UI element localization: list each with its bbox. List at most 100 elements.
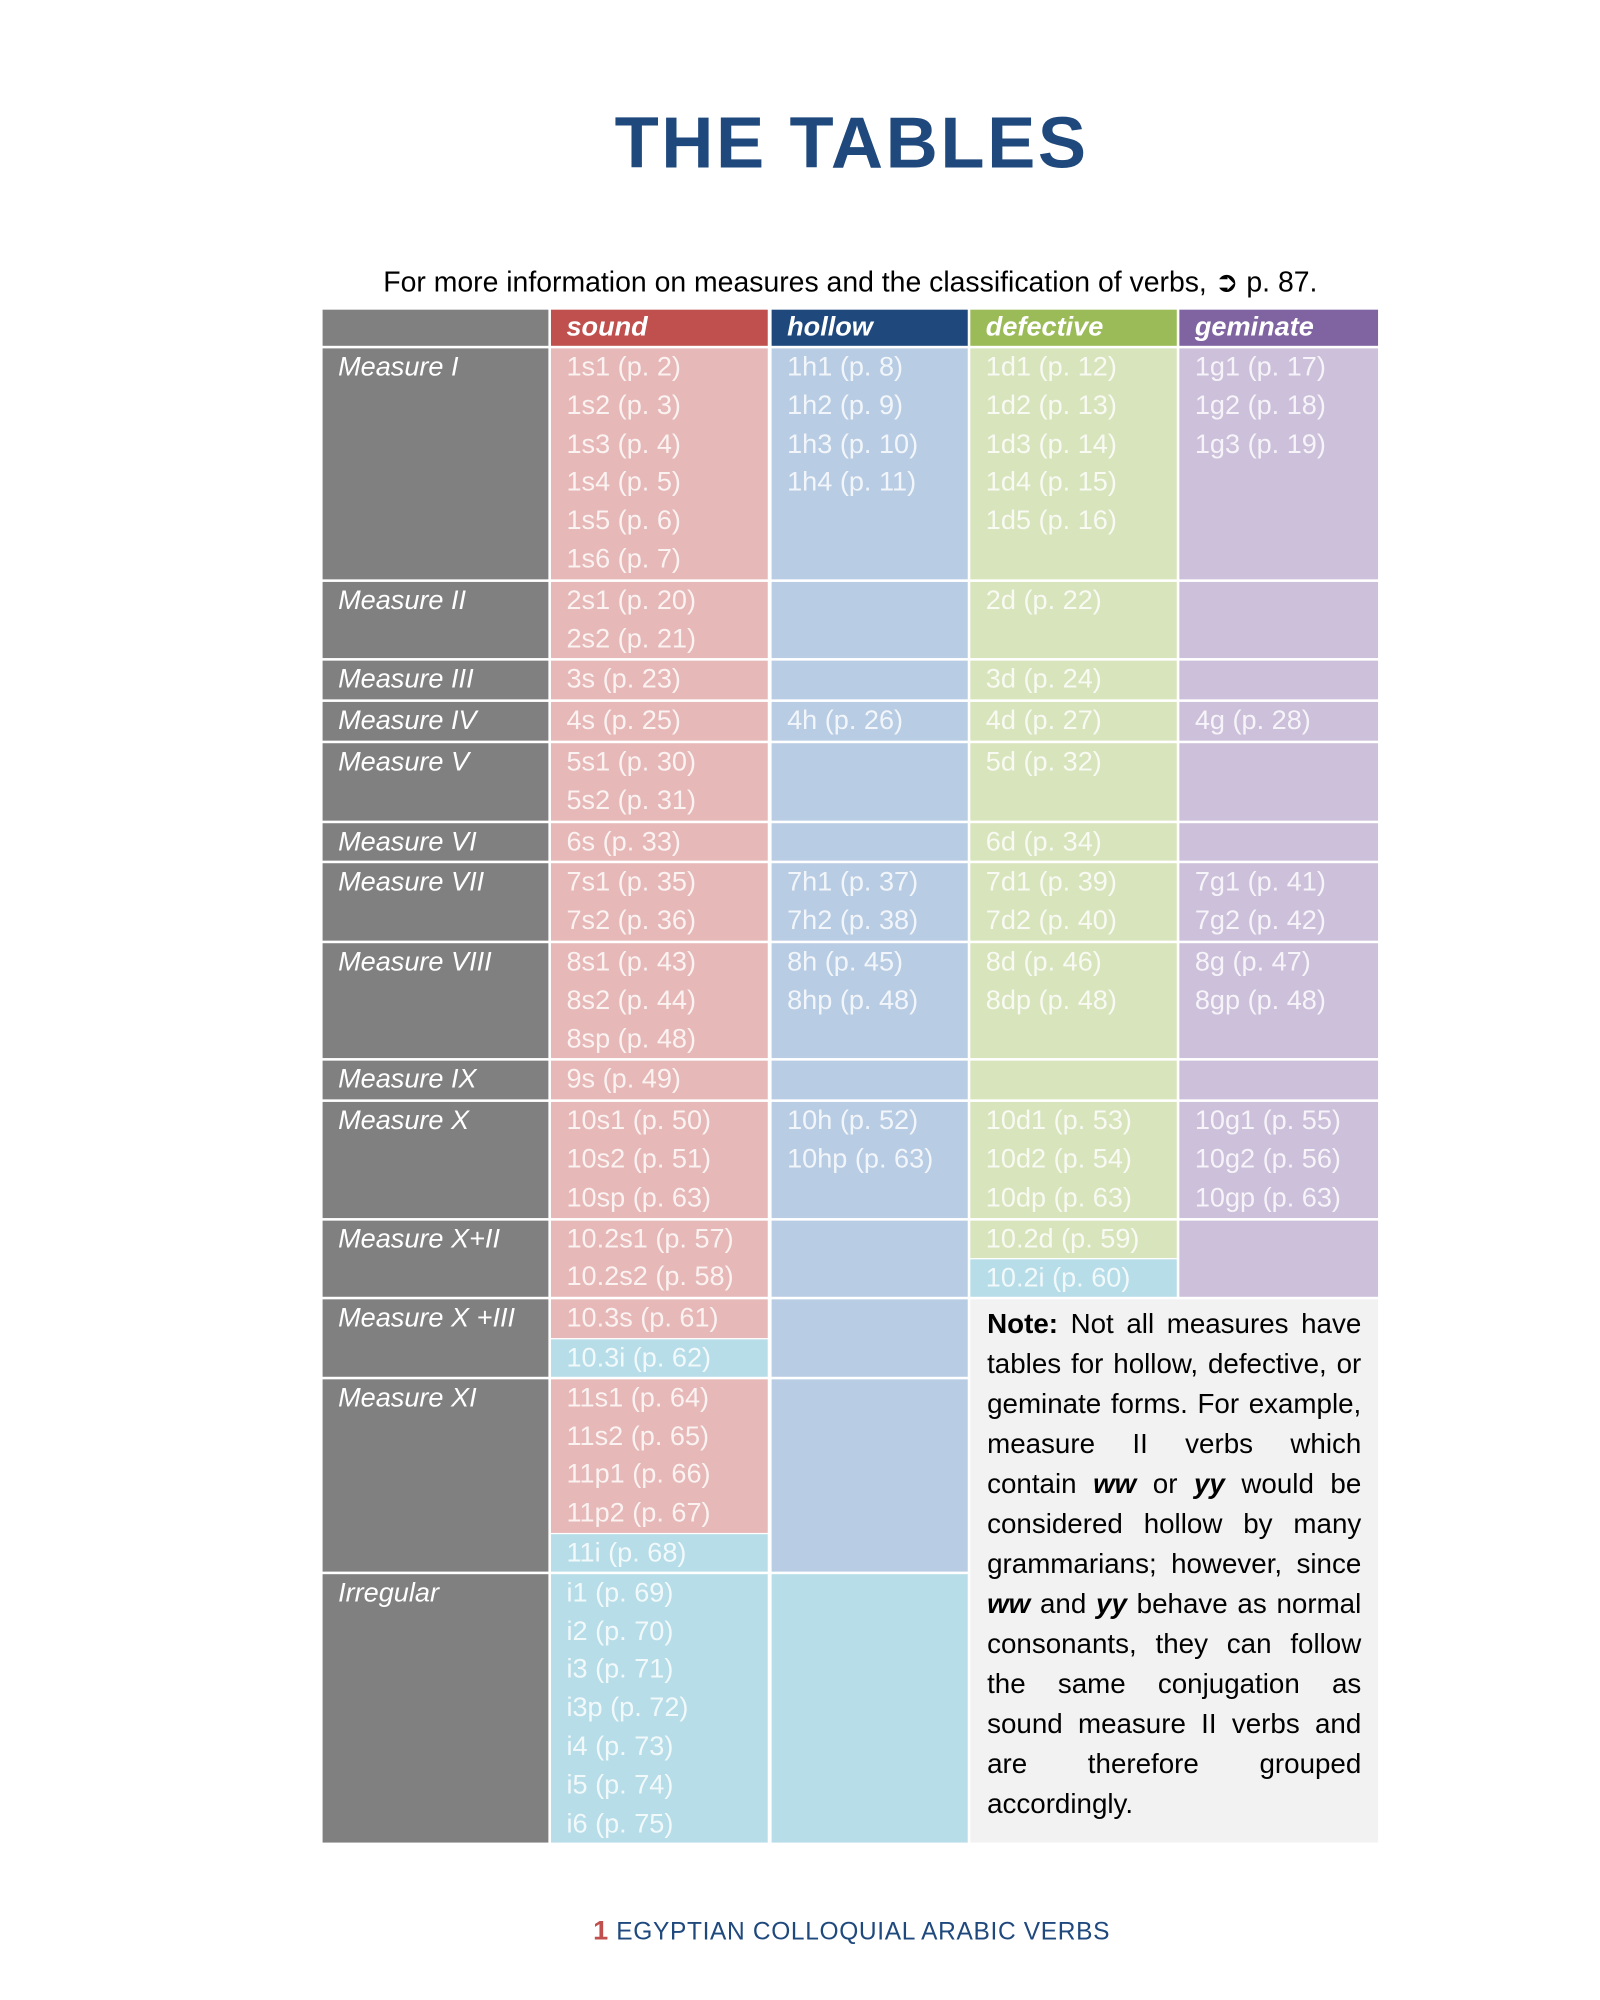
table-cell: 10h (p. 52) 10hp (p. 63) — [771, 1102, 968, 1218]
cell-entry: 1d3 (p. 14) — [985, 429, 1117, 459]
table-cell: 1s1 (p. 2) 1s2 (p. 3) 1s3 (p. 4) 1s4 (p. 5)… — [550, 348, 768, 580]
cell-entry: i3p (p. 72) — [566, 1693, 689, 1723]
intro-text: For more information on measures and the… — [383, 265, 1318, 299]
cell-entry: 6s (p. 33) — [566, 826, 681, 857]
row-label-text: Measure VI — [338, 826, 477, 857]
footer: 1 EGYPTIAN COLLOQUIAL ARABIC VERBS — [0, 1916, 1600, 1947]
row-label: Measure VIII — [322, 943, 549, 1059]
cell-entry: 1s4 (p. 5) — [566, 467, 681, 498]
table-cell: 10.3i (p. 62) — [550, 1339, 768, 1377]
cell-entry: 10d1 (p. 53) — [985, 1106, 1132, 1136]
cell-entry: 3d (p. 24) — [985, 665, 1102, 695]
cell-entry: 7s1 (p. 35) — [566, 867, 696, 898]
cell-entry: 10sp (p. 63) — [566, 1182, 712, 1213]
cell-entry: 10hp (p. 63) — [787, 1144, 934, 1175]
table-cell: 10d1 (p. 53) 10d2 (p. 54) 10dp (p. 63) — [970, 1102, 1177, 1218]
cell-entry: 10g2 (p. 56) — [1194, 1144, 1341, 1175]
cell-entry: 5d (p. 32) — [985, 747, 1102, 777]
cell-entry: 1s6 (p. 7) — [566, 544, 681, 575]
row-label-text: Measure XI — [338, 1382, 477, 1413]
cell-entry: 1g1 (p. 17) — [1194, 352, 1326, 382]
row-label-text: Measure I — [338, 352, 459, 382]
note-text: Not all measures have tables for hollow,… — [987, 1308, 1362, 1500]
row-label: Measure III — [322, 661, 549, 700]
table-cell: 7g1 (p. 41) 7g2 (p. 42) — [1179, 863, 1379, 941]
row-label: Measure IX — [322, 1061, 549, 1100]
cell-entry: 10dp (p. 63) — [985, 1182, 1132, 1213]
cell-entry: 1d2 (p. 13) — [985, 390, 1117, 421]
table-cell — [771, 1379, 968, 1572]
table-cell: 7s1 (p. 35) 7s2 (p. 36) — [550, 863, 768, 941]
cell-entry: 10h (p. 52) — [787, 1106, 919, 1136]
row-label: Measure X +III — [322, 1299, 549, 1377]
cell-entry: 10.2s2 (p. 58) — [566, 1262, 734, 1293]
cell-entry: 7d1 (p. 39) — [985, 867, 1117, 898]
cell-entry: 4g (p. 28) — [1194, 706, 1311, 736]
cell-entry: i1 (p. 69) — [566, 1577, 674, 1608]
table-cell — [771, 1573, 968, 1844]
note-text: would be considered hollow by many gramm… — [987, 1468, 1362, 1580]
table-cell: 8g (p. 47) 8gp (p. 48) — [1179, 943, 1379, 1059]
row-label-text: Measure II — [338, 585, 467, 616]
cell-entry: 8d (p. 46) — [985, 947, 1102, 977]
table-cell: 4s (p. 25) — [550, 702, 768, 741]
table-cell — [1179, 1061, 1379, 1100]
table-cell: 10g1 (p. 55) 10g2 (p. 56) 10gp (p. 63) — [1179, 1102, 1379, 1218]
table-cell: 4h (p. 26) — [771, 702, 968, 741]
table-cell: 4g (p. 28) — [1179, 702, 1379, 741]
cell-entry: i4 (p. 73) — [566, 1731, 674, 1762]
note-emphasis: ww — [987, 1588, 1031, 1620]
table-cell: 4d (p. 27) — [970, 702, 1177, 741]
table-cell — [771, 1299, 968, 1377]
row-label: Measure VII — [322, 863, 549, 941]
cell-entry: 1s3 (p. 4) — [566, 429, 681, 459]
cell-entry: i2 (p. 70) — [566, 1616, 674, 1646]
table-cell: 3d (p. 24) — [970, 661, 1177, 700]
cell-entry: 8hp (p. 48) — [787, 985, 919, 1016]
cell-entry: 4h (p. 26) — [787, 706, 904, 736]
title: THE TABLES — [614, 101, 1089, 184]
row-label-text: Measure III — [338, 665, 474, 695]
column-header: hollow — [771, 309, 968, 346]
table-cell: 10.2d (p. 59) — [970, 1220, 1177, 1259]
row-label-text: Irregular — [338, 1577, 439, 1608]
table-cell: 8s1 (p. 43) 8s2 (p. 44) 8sp (p. 48) — [550, 943, 768, 1059]
cell-entry: 2s2 (p. 21) — [566, 623, 696, 654]
table-cell: 10s1 (p. 50) 10s2 (p. 51) 10sp (p. 63) — [550, 1102, 768, 1218]
cell-entry: i5 (p. 74) — [566, 1770, 674, 1800]
row-label: Irregular — [322, 1573, 549, 1844]
table-cell: 7h1 (p. 37) 7h2 (p. 38) — [771, 863, 968, 941]
table-cell — [771, 661, 968, 700]
cell-entry: i3 (p. 71) — [566, 1654, 674, 1685]
row-label: Measure VI — [322, 822, 549, 862]
cell-entry: 10.2d (p. 59) — [985, 1223, 1140, 1254]
cell-entry: 1h4 (p. 11) — [787, 467, 917, 498]
cell-entry: 8sp (p. 48) — [566, 1023, 696, 1054]
cell-entry: 8s1 (p. 43) — [566, 947, 696, 977]
cell-entry: 10.2s1 (p. 57) — [566, 1223, 734, 1254]
header-blank — [322, 309, 549, 346]
cell-entry: 7h2 (p. 38) — [787, 906, 919, 936]
cell-entry: 1s2 (p. 3) — [566, 390, 681, 421]
column-header: sound — [550, 309, 768, 346]
cell-entry: 9s (p. 49) — [566, 1065, 681, 1095]
table-cell: 8h (p. 45) 8hp (p. 48) — [771, 943, 968, 1059]
row-label-text: Measure V — [338, 747, 470, 777]
row-label-text: Measure X — [338, 1106, 470, 1136]
table-cell: 10.2s1 (p. 57) 10.2s2 (p. 58) — [550, 1220, 768, 1298]
row-label-text: Measure VII — [338, 867, 485, 898]
table-cell: 1g1 (p. 17) 1g2 (p. 18) 1g3 (p. 19) — [1179, 348, 1379, 580]
table-cell — [771, 822, 968, 862]
table-cell: 10.3s (p. 61) — [550, 1299, 768, 1339]
column-header: defective — [970, 309, 1177, 346]
cell-entry: 11s2 (p. 65) — [566, 1421, 710, 1452]
table-cell — [771, 581, 968, 659]
table-cell: 5d (p. 32) — [970, 743, 1177, 821]
cell-entry: 6d (p. 34) — [985, 826, 1102, 857]
table-cell: 11s1 (p. 64) 11s2 (p. 65) 11p1 (p. 66) 11p2… — [550, 1379, 768, 1533]
table-cell: 11i (p. 68) — [550, 1534, 768, 1572]
note-text: and — [1030, 1588, 1097, 1620]
row-label-text: Measure X+II — [338, 1223, 500, 1254]
table-cell: 10.2i (p. 60) — [970, 1259, 1177, 1298]
